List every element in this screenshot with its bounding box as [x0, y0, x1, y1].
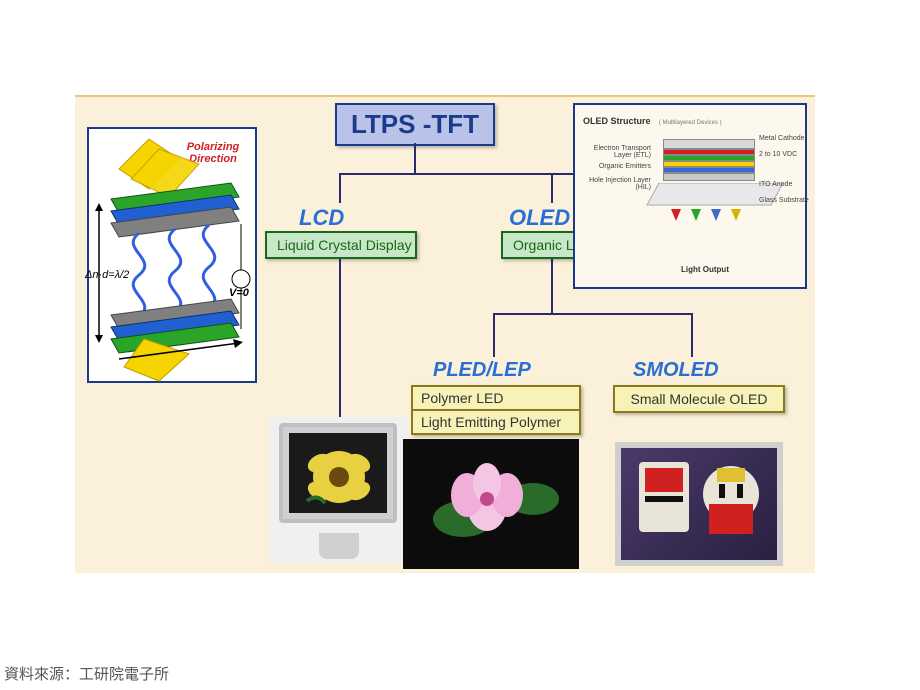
oled-lr-0: Metal Cathode: [759, 135, 819, 142]
oled-ll-1: Organic Emitters: [581, 163, 651, 170]
pled-label: PLED/LEP: [433, 359, 531, 382]
diagram-canvas: LTPS -TFT LCD Liquid Crystal Display OLE…: [75, 95, 815, 573]
flower-icon: [289, 433, 387, 513]
lcd-monitor-photo: [269, 417, 409, 563]
pled-sub1: Polymer LED: [413, 387, 579, 411]
root-node-box: LTPS -TFT: [335, 103, 495, 146]
smoled-art-icon: [621, 448, 777, 560]
pled-sub2: Light Emitting Polymer: [413, 411, 579, 433]
oled-label: OLED: [509, 205, 570, 231]
lcd-eq-left: Δn·d=λ/2: [85, 269, 129, 281]
oled-ll-2: Hole Injection Layer (HIL): [581, 177, 651, 191]
oled-struct-sub: ( Multilayered Devices ): [659, 120, 722, 126]
lcd-label: LCD: [299, 205, 344, 231]
oled-lr-1: 2 to 10 VDC: [759, 151, 819, 158]
oled-structure-diagram: OLED Structure ( Multilayered Devices ) …: [573, 103, 807, 289]
smoled-sub-box: Small Molecule OLED: [613, 385, 785, 413]
oled-lr-2: ITO Anode: [759, 181, 819, 188]
oled-output: Light Output: [681, 265, 729, 274]
smoled-label: SMOLED: [633, 359, 719, 382]
pled-sub-box: Polymer LED Light Emitting Polymer: [411, 385, 581, 435]
source-footer: 資料來源：工研院電子所: [0, 663, 169, 684]
oled-lr-3: Glass Substrate: [759, 197, 819, 204]
lcd-sub-box: Liquid Crystal Display: [265, 231, 417, 259]
root-title: LTPS -TFT: [351, 109, 479, 139]
pled-flower-icon: [403, 439, 579, 569]
pled-display-photo: [403, 439, 579, 569]
oled-ll-0: Electron Transport Layer (ETL): [581, 145, 651, 159]
lcd-eq-right: V=0: [229, 287, 249, 299]
lcd-sub: Liquid Crystal Display: [277, 237, 412, 253]
lcd-svg: [89, 129, 259, 385]
smoled-sub: Small Molecule OLED: [631, 391, 768, 407]
oled-struct-title: OLED Structure: [583, 116, 651, 126]
smoled-display-photo: [615, 442, 783, 566]
lcd-structure-diagram: Polarizing Direction: [87, 127, 257, 383]
